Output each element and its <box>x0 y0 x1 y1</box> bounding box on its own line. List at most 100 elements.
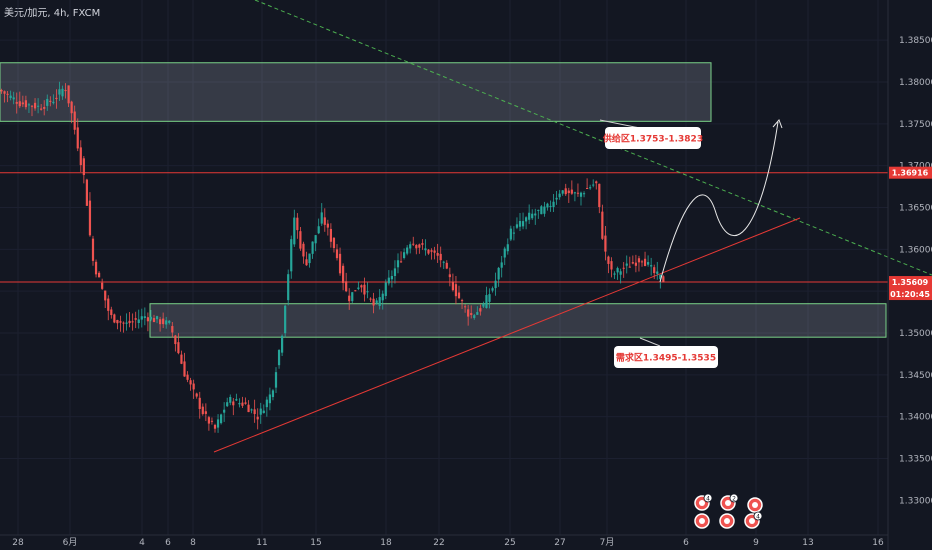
event-badge-5[interactable] <box>719 513 735 529</box>
candle-body <box>198 397 201 409</box>
event-badge-4[interactable] <box>694 513 710 529</box>
grid <box>0 0 888 535</box>
candle-body <box>281 335 284 353</box>
price-tag-label: 1.36916 <box>892 169 929 178</box>
y-tick-label: 1.38500 <box>899 36 932 46</box>
candle-body <box>30 105 34 107</box>
x-tick-label: 13 <box>802 538 813 548</box>
candle-body <box>604 235 607 252</box>
candle-body <box>653 267 656 274</box>
candle-body <box>384 282 387 296</box>
candle-body <box>506 244 509 252</box>
candle-body <box>622 267 625 269</box>
candle-body <box>192 383 195 390</box>
zone-box <box>0 62 712 122</box>
y-tick-label: 1.36500 <box>899 204 932 214</box>
y-tick-label: 1.37500 <box>899 120 932 130</box>
candle-body <box>467 309 470 317</box>
candle-body <box>101 282 104 289</box>
event-badge-2[interactable]: 2 <box>720 493 739 511</box>
candle-body <box>479 308 482 312</box>
candle-body <box>128 320 131 324</box>
zone-box <box>149 303 887 338</box>
symbol-title: 美元/加元, 4h, FXCM <box>4 8 101 19</box>
candle-body <box>430 250 433 252</box>
candle-body <box>338 253 342 274</box>
candle-body <box>464 306 467 308</box>
candle-body <box>573 192 576 194</box>
candle-body <box>494 280 497 289</box>
candle-body <box>189 380 192 385</box>
candle-body <box>534 213 537 216</box>
candle-body <box>250 409 253 411</box>
descending-trendline <box>254 0 932 276</box>
y-tick-label: 1.34500 <box>899 371 932 381</box>
zone-label-box <box>614 346 718 368</box>
candle-body <box>357 287 360 289</box>
candle-body <box>650 265 653 267</box>
candle-body <box>277 350 281 366</box>
candle-body <box>433 250 436 253</box>
candle-body <box>0 89 3 92</box>
candle-body <box>372 298 375 306</box>
candle-body <box>174 335 177 345</box>
candle-body <box>503 248 506 258</box>
candle-body <box>85 179 88 206</box>
candle-body <box>58 89 61 95</box>
events-strip: 4 2 4 <box>694 493 763 529</box>
candle-body <box>186 374 189 380</box>
event-badge-3[interactable] <box>747 497 763 513</box>
candle-body <box>210 420 214 422</box>
candle-body <box>570 189 573 194</box>
candle-body <box>640 261 644 263</box>
candle-body <box>491 288 494 291</box>
candle-body <box>436 253 439 256</box>
candle-body <box>457 292 461 299</box>
candle-body <box>183 361 186 377</box>
candle-body <box>427 249 430 254</box>
candle-body <box>393 268 397 276</box>
candle-body <box>403 252 406 259</box>
candle-body <box>558 193 561 198</box>
candle-body <box>598 183 601 208</box>
candle-body <box>662 276 665 283</box>
candle-body <box>155 316 159 320</box>
candle-body <box>110 309 113 316</box>
candle-body <box>659 274 662 280</box>
candle-body <box>256 416 259 420</box>
x-tick-label: 7月 <box>600 537 615 548</box>
candle-body <box>412 243 415 245</box>
candle-body <box>442 261 445 263</box>
candle-body <box>616 268 619 273</box>
candle-body <box>116 320 119 324</box>
candle-body <box>223 409 226 413</box>
ascending-trendline <box>213 217 801 453</box>
candle-body <box>518 221 522 227</box>
event-count-badge <box>753 511 763 521</box>
candle-body <box>33 102 37 109</box>
zones <box>0 62 887 338</box>
candle-body <box>131 321 134 323</box>
y-tick-label: 1.36000 <box>899 245 932 255</box>
candle-body <box>262 410 265 414</box>
candle-body <box>82 158 85 176</box>
candle-body <box>201 406 204 415</box>
candle-body <box>18 101 21 107</box>
candle-body <box>220 414 223 424</box>
candle-body <box>259 408 262 415</box>
candle-body <box>439 253 442 261</box>
candle-body <box>326 223 329 228</box>
price-tag <box>889 166 932 179</box>
candle-body <box>448 274 451 278</box>
event-icon-dot <box>699 518 705 524</box>
event-badge-6[interactable]: 4 <box>744 511 763 529</box>
candle-body <box>351 292 354 302</box>
y-tick-label: 1.33000 <box>899 496 932 506</box>
candle-body <box>342 265 345 283</box>
event-badge-1[interactable]: 4 <box>694 493 713 511</box>
candle-body <box>631 262 634 264</box>
candle-body <box>360 285 363 288</box>
candle-body <box>399 261 403 263</box>
candle-body <box>149 316 153 320</box>
